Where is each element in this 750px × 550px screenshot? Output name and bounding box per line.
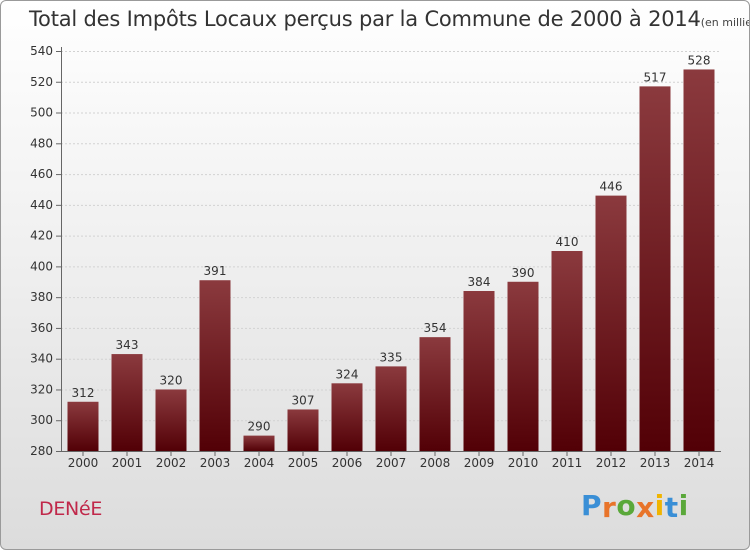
y-tick-label: 280 bbox=[30, 444, 53, 458]
bar-2001 bbox=[111, 354, 143, 451]
bar-2004 bbox=[243, 435, 275, 451]
x-tick-label: 2014 bbox=[684, 456, 715, 470]
proxiti-logo[interactable]: Proxiti bbox=[581, 489, 689, 524]
y-tick-label: 420 bbox=[30, 229, 53, 243]
bar-2007 bbox=[375, 366, 407, 451]
data-label-2009: 384 bbox=[468, 275, 491, 289]
y-tick-label: 440 bbox=[30, 198, 53, 212]
x-tick-label: 2013 bbox=[640, 456, 671, 470]
data-label-2007: 335 bbox=[380, 350, 403, 364]
data-label-2002: 320 bbox=[160, 373, 183, 387]
data-label-2012: 446 bbox=[600, 180, 623, 194]
y-tick-label: 540 bbox=[30, 44, 53, 58]
x-tick-label: 2009 bbox=[464, 456, 495, 470]
x-tick-label: 2012 bbox=[596, 456, 627, 470]
chart-unit: (en milliers d'€) bbox=[700, 16, 749, 29]
y-tick-label: 400 bbox=[30, 259, 53, 273]
logo-letter: i bbox=[678, 489, 689, 522]
data-label-2006: 324 bbox=[336, 367, 359, 381]
data-label-2001: 343 bbox=[116, 338, 139, 352]
data-label-2004: 290 bbox=[248, 420, 271, 434]
x-tick-label: 2003 bbox=[200, 456, 231, 470]
data-label-2008: 354 bbox=[424, 321, 447, 335]
bar-2011 bbox=[551, 251, 583, 451]
logo-letter: i bbox=[654, 489, 665, 522]
y-tick-label: 360 bbox=[30, 321, 53, 335]
data-label-2000: 312 bbox=[72, 386, 95, 400]
y-tick-label: 380 bbox=[30, 290, 53, 304]
chart-title: Total des Impôts Locaux perçus par la Co… bbox=[29, 7, 749, 31]
bar-2008 bbox=[419, 337, 451, 451]
logo-letter: x bbox=[636, 491, 655, 524]
axes: 280 300 320 340 360 380 400 420 440 460 480 500 520 5… bbox=[30, 44, 721, 470]
x-tick-label: 2006 bbox=[332, 456, 363, 470]
data-label-2014: 528 bbox=[688, 53, 711, 67]
bars bbox=[67, 69, 715, 451]
data-label-2010: 390 bbox=[512, 266, 535, 280]
logo-letter: o bbox=[616, 489, 637, 522]
bar-2014 bbox=[683, 69, 715, 451]
bar-2003 bbox=[199, 280, 231, 451]
bar-2010 bbox=[507, 281, 539, 451]
y-tick-label: 480 bbox=[30, 136, 53, 150]
bar-2000 bbox=[67, 401, 99, 451]
x-tick-label: 2008 bbox=[420, 456, 451, 470]
y-tick-label: 460 bbox=[30, 167, 53, 181]
bar-2012 bbox=[595, 195, 627, 451]
bar-2002 bbox=[155, 389, 187, 451]
x-tick-label: 2011 bbox=[552, 456, 583, 470]
logo-letter: t bbox=[664, 491, 679, 524]
bar-2006 bbox=[331, 383, 363, 451]
y-tick-label: 300 bbox=[30, 413, 53, 427]
bar-2005 bbox=[287, 409, 319, 451]
commune-name: DENéE bbox=[39, 498, 103, 520]
chart-title-text: Total des Impôts Locaux perçus par la Co… bbox=[29, 7, 701, 31]
y-tick-label: 340 bbox=[30, 352, 53, 366]
x-tick-label: 2004 bbox=[244, 456, 275, 470]
x-tick-label: 2010 bbox=[508, 456, 539, 470]
logo-letter: P bbox=[581, 489, 603, 522]
data-label-2013: 517 bbox=[644, 70, 667, 84]
y-tick-label: 520 bbox=[30, 75, 53, 89]
data-label-2003: 391 bbox=[204, 264, 227, 278]
data-label-2011: 410 bbox=[556, 235, 579, 249]
x-tick-label: 2005 bbox=[288, 456, 319, 470]
y-tick-label: 320 bbox=[30, 382, 53, 396]
y-tick-label: 500 bbox=[30, 106, 53, 120]
logo-letter: r bbox=[602, 491, 617, 524]
x-tick-label: 2002 bbox=[156, 456, 187, 470]
data-label-2005: 307 bbox=[292, 393, 315, 407]
x-tick-label: 2000 bbox=[68, 456, 99, 470]
bar-2009 bbox=[463, 291, 495, 451]
x-tick-label: 2001 bbox=[112, 456, 143, 470]
bar-2013 bbox=[639, 86, 671, 451]
data-labels: 312 343 320 391 290 307 324 335 354 384 390 410 446 5… bbox=[72, 53, 711, 433]
x-tick-label: 2007 bbox=[376, 456, 407, 470]
